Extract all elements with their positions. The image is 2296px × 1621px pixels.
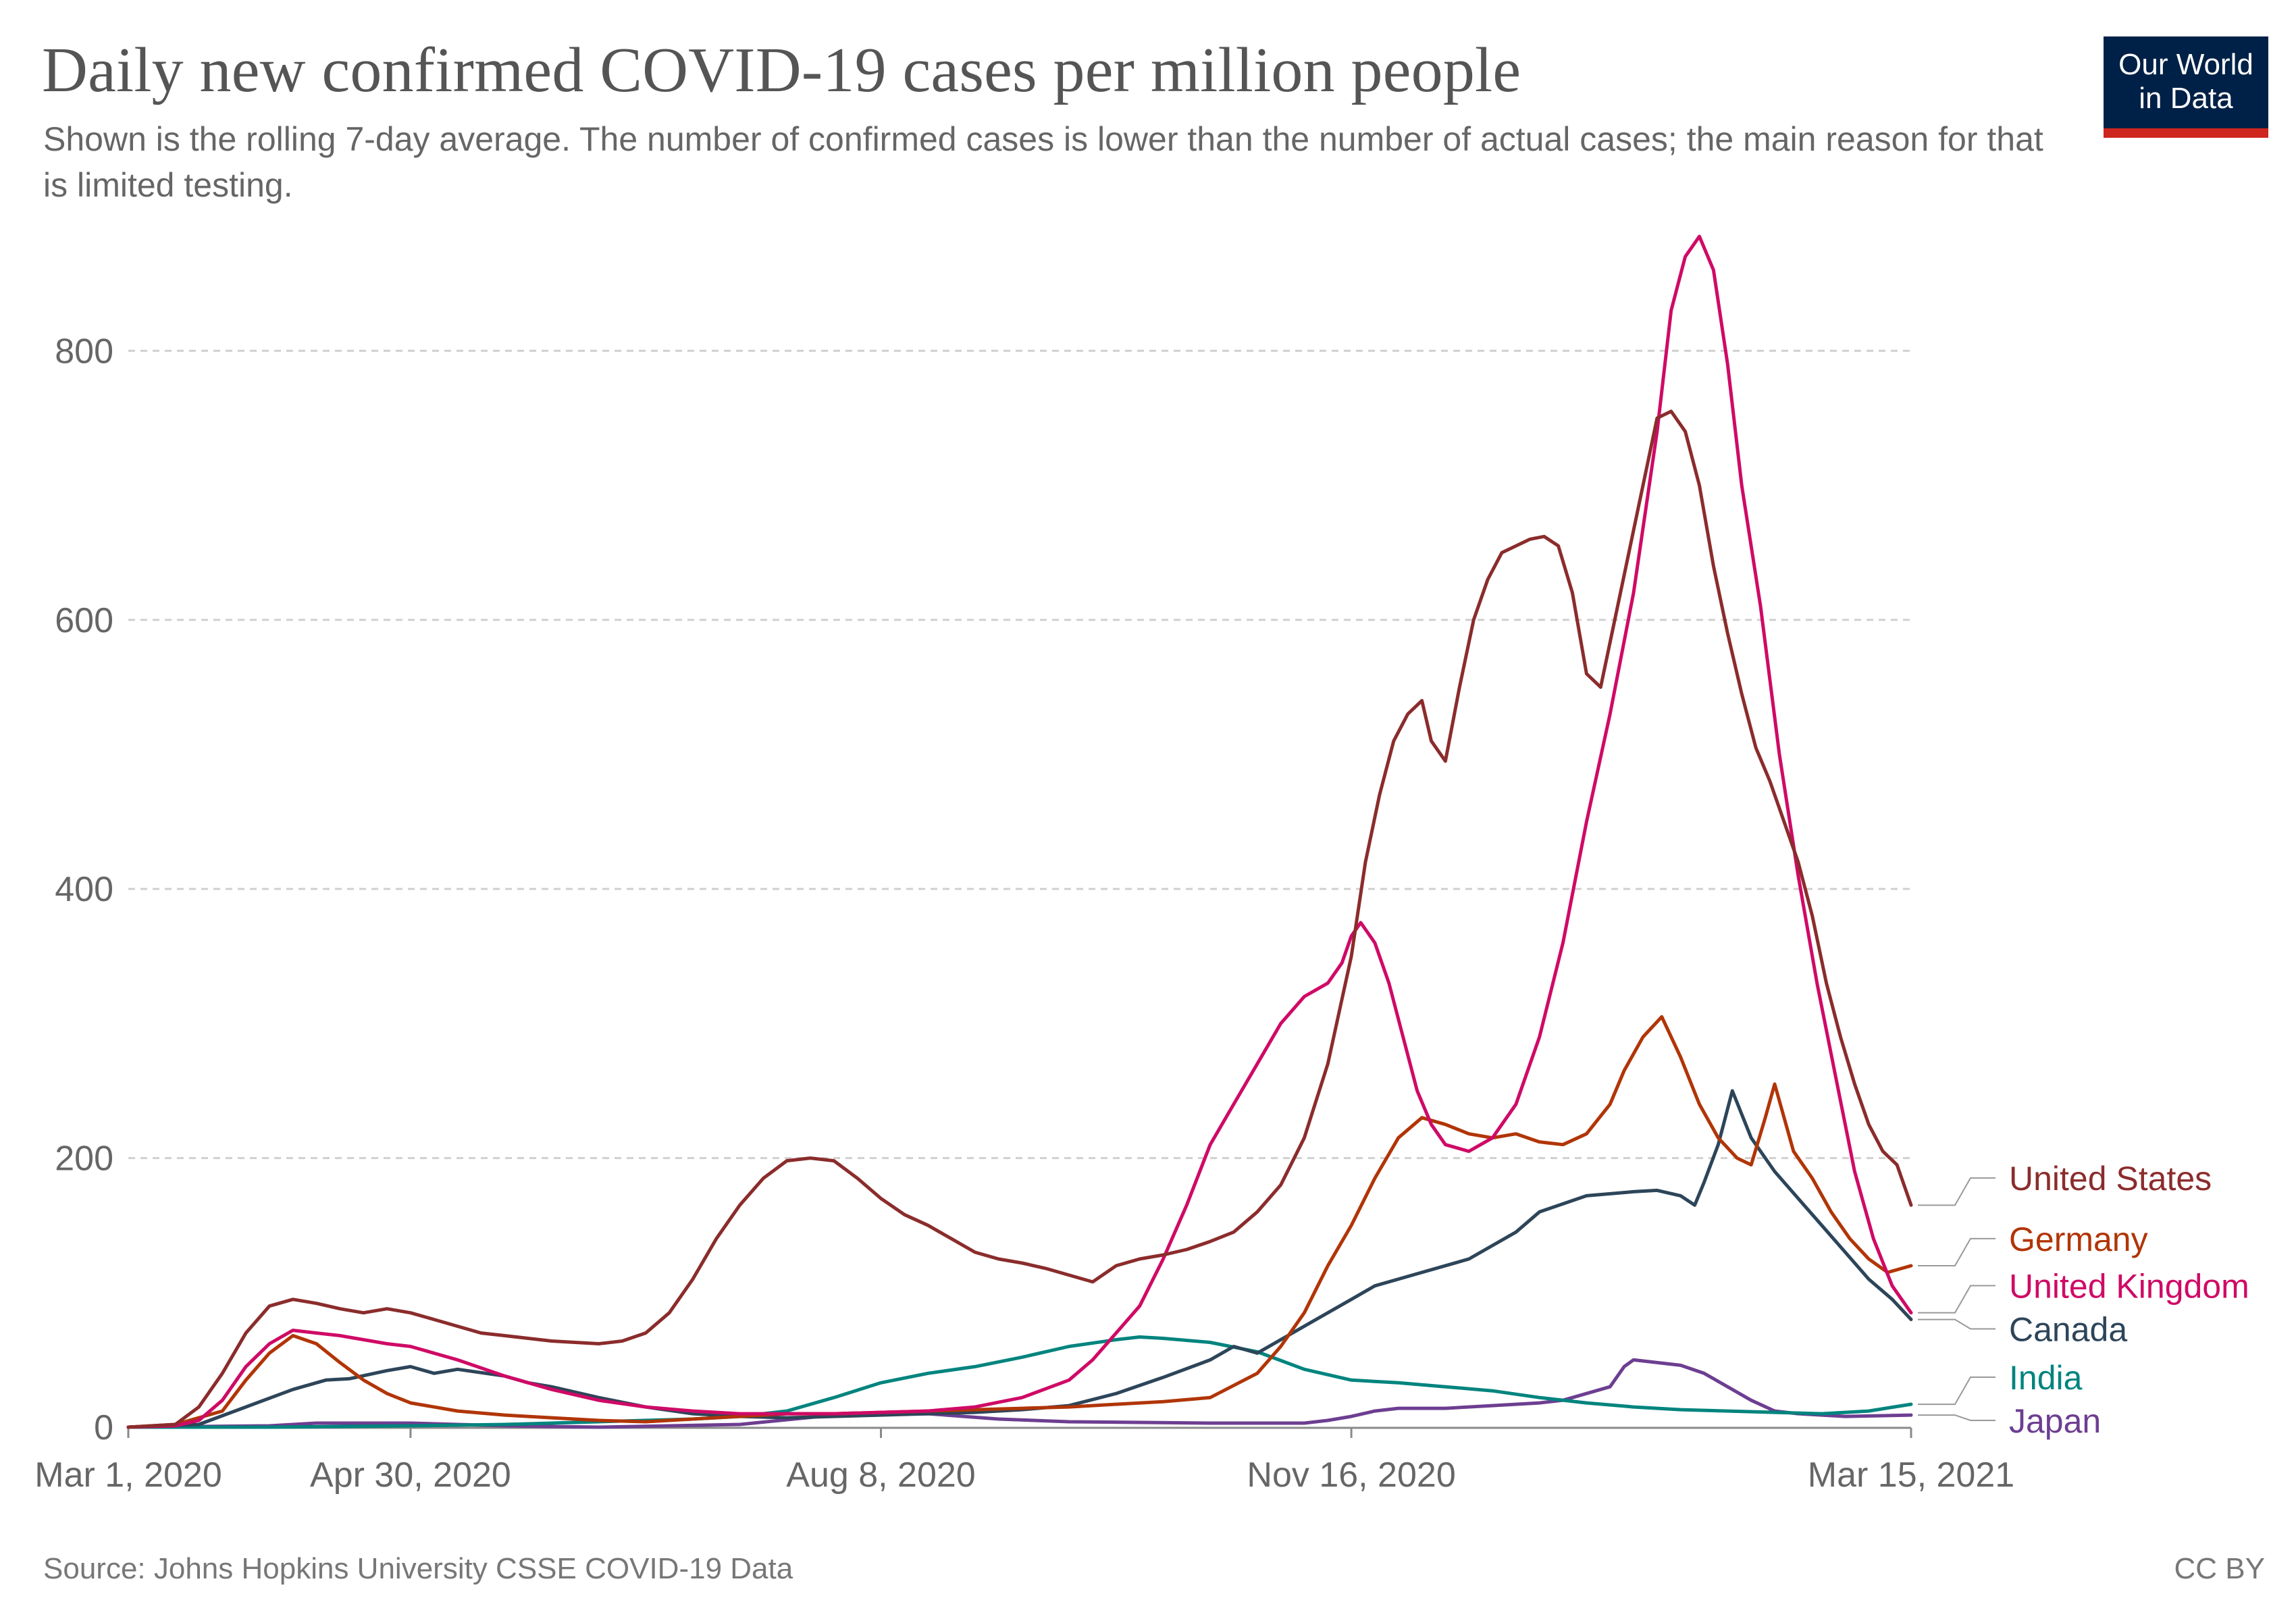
- series-label-india: India: [2009, 1359, 2083, 1397]
- series-line-united-states: [126, 409, 1913, 1429]
- y-tick-label-200: 200: [55, 1139, 113, 1179]
- x-axis: Mar 1, 2020 Apr 30, 2020 Aug 8, 2020 Nov 16…: [34, 1426, 2014, 1495]
- x-tick-label-2: Aug 8, 2020: [786, 1456, 975, 1495]
- series-line-germany: [126, 1014, 1913, 1429]
- owid-logo[interactable]: Our World in Data: [2104, 36, 2268, 138]
- series-line-japan: [126, 1358, 1913, 1429]
- logo-line-2: in Data: [2139, 82, 2233, 115]
- label-leader-india: [1918, 1376, 1995, 1406]
- series-line-canada: [126, 1089, 1913, 1429]
- license-link[interactable]: CC BY: [2174, 1552, 2265, 1585]
- y-axis-ticks: 0 200 400 600 800: [55, 332, 113, 1447]
- label-leader-united-kingdom: [1918, 1285, 1995, 1314]
- series-line-united-kingdom: [126, 234, 1913, 1429]
- chart-subtitle: Shown is the rolling 7-day average. The …: [43, 120, 2043, 204]
- logo-line-1: Our World: [2118, 48, 2253, 81]
- series-label-united-kingdom: United Kingdom: [2009, 1268, 2249, 1306]
- label-leader-japan: [1918, 1414, 1995, 1421]
- y-tick-label-600: 600: [55, 601, 113, 640]
- chart-title: Daily new confirmed COVID-19 cases per m…: [42, 35, 1521, 105]
- source-note[interactable]: Source: Johns Hopkins University CSSE CO…: [43, 1552, 793, 1585]
- y-tick-label-0: 0: [94, 1408, 113, 1447]
- series-lines: [126, 234, 1913, 1429]
- x-tick-label-1: Apr 30, 2020: [310, 1456, 511, 1495]
- series-line-india: [126, 1335, 1913, 1429]
- label-leader-canada: [1918, 1318, 1995, 1330]
- series-label-canada: Canada: [2009, 1311, 2127, 1349]
- x-tick-label-3: Nov 16, 2020: [1247, 1456, 1455, 1495]
- y-tick-label-400: 400: [55, 870, 113, 909]
- line-chart: 0 200 400 600 800 Mar 1, 2020 Apr 30, 2020 Aug…: [34, 234, 2249, 1495]
- gridlines: [128, 349, 1911, 1160]
- y-tick-label-800: 800: [55, 332, 113, 371]
- series-label-germany: Germany: [2009, 1220, 2148, 1258]
- x-tick-label-4: Mar 15, 2021: [1808, 1456, 2014, 1495]
- series-label-united-states: United States: [2009, 1160, 2212, 1198]
- logo-accent-bar: [2104, 128, 2268, 138]
- series-label-japan: Japan: [2009, 1402, 2101, 1440]
- label-leader-germany: [1918, 1237, 1995, 1266]
- label-leader-united-states: [1918, 1177, 1995, 1206]
- series-labels: United States Germany United Kingdom Canada…: [1918, 1160, 2249, 1440]
- x-tick-label-0: Mar 1, 2020: [34, 1456, 222, 1495]
